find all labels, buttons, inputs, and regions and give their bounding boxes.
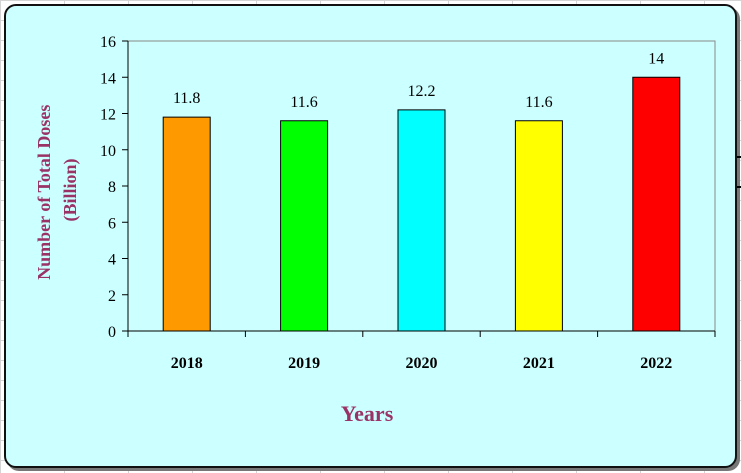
y-tick-label: 4 xyxy=(108,252,116,269)
y-tick-label: 10 xyxy=(100,143,116,160)
cell-marker xyxy=(737,156,741,158)
y-axis-title-line2: (Billion) xyxy=(60,158,81,221)
data-label: 11.6 xyxy=(290,94,317,111)
bar-2019 xyxy=(280,120,329,332)
y-tick-label: 12 xyxy=(100,107,116,124)
bar-2022 xyxy=(632,76,681,332)
y-tick-label: 16 xyxy=(100,34,116,51)
y-axis-title: Number of Total Doses (Billion) xyxy=(34,100,81,280)
y-axis-title-line1: Number of Total Doses xyxy=(34,105,54,280)
bar-2020 xyxy=(397,109,446,332)
category-label: 2019 xyxy=(288,355,320,372)
bar-2021 xyxy=(514,120,563,332)
bars xyxy=(162,76,681,332)
data-label: 11.6 xyxy=(525,94,552,111)
axes xyxy=(122,40,716,337)
data-label: 12.2 xyxy=(408,83,436,100)
y-tick-label: 14 xyxy=(100,70,116,87)
data-label: 14 xyxy=(648,50,664,67)
labels: 0 2 4 6 8 10 12 14 16 11.8 2018 11.6 2019 12.2 2020 11.… xyxy=(100,34,672,372)
category-label: 2021 xyxy=(523,355,555,372)
y-tick-label: 0 xyxy=(108,324,116,341)
y-tick-label: 6 xyxy=(108,215,116,232)
category-label: 2018 xyxy=(171,355,203,372)
y-tick-label: 2 xyxy=(108,288,116,305)
category-label: 2020 xyxy=(406,355,438,372)
y-tick-label: 8 xyxy=(108,179,116,196)
x-axis-title: Years xyxy=(341,401,394,426)
category-label: 2022 xyxy=(640,355,672,372)
cell-marker xyxy=(737,186,741,188)
bar-2018 xyxy=(162,116,211,332)
data-label: 11.8 xyxy=(173,90,200,107)
